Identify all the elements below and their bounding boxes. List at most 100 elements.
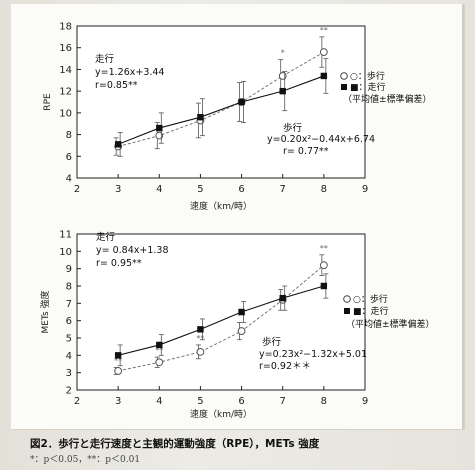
rpe-run-point bbox=[238, 98, 245, 106]
mets-walk-point bbox=[114, 367, 123, 375]
mets-y-axis-title: METs 強度 bbox=[39, 290, 51, 333]
rpe-run-line bbox=[117, 75, 325, 145]
rpe-walk-point bbox=[319, 48, 328, 56]
mets-run-point bbox=[320, 282, 328, 290]
mets-run-ann-r: r= 0.95** bbox=[96, 258, 142, 269]
mets-walk-point bbox=[237, 327, 246, 335]
rpe-x-tick-label: 6 bbox=[238, 184, 244, 195]
mets-walk-ann-equation: y=0.23x²−1.32x+5.01 bbox=[259, 349, 367, 360]
rpe-legend-note: （平均値±標準偏差） bbox=[343, 93, 432, 105]
rpe-x-tick-label: 9 bbox=[362, 184, 368, 195]
rpe-y-axis-title: RPE bbox=[43, 93, 53, 111]
mets-legend-walk-marker bbox=[343, 295, 351, 303]
rpe-run-point bbox=[197, 114, 204, 121]
rpe-run-ann-label: 走行 bbox=[95, 53, 115, 65]
mets-significance-mark: ** bbox=[155, 346, 163, 355]
rpe-legend: ○：歩行 ■：走行 （平均値±標準偏差） bbox=[340, 70, 432, 105]
mets-run-point bbox=[238, 308, 245, 316]
rpe-y-tick-label: 10 bbox=[59, 108, 72, 119]
mets-y-tick-label: 4 bbox=[66, 351, 72, 362]
mets-y-tick-label: 2 bbox=[66, 386, 72, 397]
rpe-x-axis-title: 速度（km/時） bbox=[190, 200, 252, 212]
mets-significance-mark: ** bbox=[238, 311, 246, 320]
rpe-y-tick-label: 4 bbox=[66, 174, 72, 185]
mets-x-tick-label: 9 bbox=[362, 396, 368, 407]
rpe-walk-ann-r: r= 0.77** bbox=[283, 146, 329, 157]
rpe-y-tick-label: 12 bbox=[59, 87, 72, 98]
mets-x-tick-label: 8 bbox=[321, 396, 327, 407]
rpe-run-point bbox=[156, 124, 163, 132]
mets-y-tick-label: 9 bbox=[66, 264, 72, 275]
mets-x-axis-title: 速度（km/時） bbox=[190, 408, 252, 420]
mets-walk-point bbox=[155, 358, 164, 367]
rpe-run-ann-r: r=0.85** bbox=[95, 80, 138, 91]
mets-x-tick-label: 4 bbox=[156, 396, 162, 407]
mets-y-tick-label: 6 bbox=[66, 316, 72, 327]
mets-run-point bbox=[114, 352, 122, 359]
mets-legend-walk: ○：歩行 bbox=[353, 293, 388, 305]
rpe-run-ann-equation: y=1.26x+3.44 bbox=[95, 67, 164, 78]
mets-run-ann-label: 走行 bbox=[96, 231, 116, 243]
rpe-x-tick-label: 3 bbox=[115, 184, 121, 195]
rpe-significance-mark: * bbox=[281, 49, 285, 58]
rpe-series: *** bbox=[113, 26, 329, 157]
rpe-legend-run: ■：走行 bbox=[350, 81, 386, 93]
mets-y-tick-label: 7 bbox=[66, 299, 72, 310]
mets-x-tick-label: 5 bbox=[197, 396, 203, 407]
mets-x-tick-label: 3 bbox=[115, 396, 121, 407]
mets-y-tick-label: 3 bbox=[66, 368, 72, 379]
rpe-y-tick-label: 8 bbox=[66, 130, 72, 141]
mets-ticks: 2 3 4 5 6 7 8 9 2 3 4 5 6 7 8 9 10 11 bbox=[59, 230, 368, 408]
rpe-walk-line bbox=[118, 51, 325, 147]
mets-y-tick-label: 10 bbox=[59, 247, 72, 258]
mets-run-point bbox=[197, 326, 204, 333]
rpe-x-tick-label: 5 bbox=[197, 184, 203, 195]
rpe-run-point bbox=[320, 72, 328, 80]
mets-plot-frame bbox=[76, 233, 366, 391]
significance-footnote: *：p＜0.05，**：p＜0.01 bbox=[30, 455, 141, 465]
mets-walk-line bbox=[118, 264, 325, 372]
rpe-ticks: 2 3 4 5 6 7 8 9 4 6 8 10 12 14 16 18 bbox=[59, 22, 368, 196]
rpe-legend-walk: ○：歩行 bbox=[350, 70, 385, 82]
rpe-y-tick-label: 14 bbox=[59, 65, 72, 76]
rpe-significance-mark: ** bbox=[320, 26, 328, 35]
rpe-y-tick-label: 16 bbox=[59, 43, 72, 54]
rpe-y-tick-label: 6 bbox=[66, 152, 72, 163]
rpe-walk-ann-label: 歩行 bbox=[283, 122, 303, 134]
rpe-x-tick-label: 7 bbox=[280, 184, 286, 195]
mets-walk-ann-r: r=0.92＊＊ bbox=[259, 361, 311, 372]
rpe-legend-walk-marker bbox=[340, 72, 348, 80]
mets-significance-mark: ** bbox=[196, 334, 204, 343]
mets-significance-mark: ** bbox=[320, 244, 328, 253]
mets-run-point bbox=[156, 341, 163, 349]
rpe-legend-run-marker bbox=[341, 84, 347, 90]
mets-legend-run: ■：走行 bbox=[353, 305, 389, 317]
mets-x-tick-label: 7 bbox=[280, 396, 286, 407]
rpe-run-point bbox=[279, 87, 286, 95]
figure-caption: 図2．歩行と走行速度と主観的運動強度（RPE），METs 強度 bbox=[30, 438, 320, 450]
mets-walk-ann-label: 歩行 bbox=[262, 336, 282, 348]
mets-walk-point bbox=[196, 347, 205, 356]
mets-run-point bbox=[279, 294, 286, 302]
mets-chart: 2 3 4 5 6 7 8 9 2 3 4 5 6 7 8 9 10 11 ** ** ** ** ** 速度（km/時）… bbox=[39, 230, 435, 421]
rpe-y-tick-label: 18 bbox=[59, 22, 72, 33]
rpe-x-tick-label: 4 bbox=[156, 184, 162, 195]
mets-y-tick-label: 5 bbox=[66, 334, 72, 345]
rpe-x-tick-label: 2 bbox=[74, 184, 80, 195]
mets-legend: ○：歩行 ■：走行 （平均値±標準偏差） bbox=[343, 293, 435, 330]
mets-run-line bbox=[118, 285, 325, 356]
rpe-walk-ann-equation: y=0.20x²−0.44x+6.74 bbox=[267, 134, 375, 145]
mets-x-tick-label: 2 bbox=[74, 396, 80, 407]
rpe-plot-frame bbox=[76, 25, 366, 179]
mets-significance-mark: ** bbox=[114, 356, 122, 365]
mets-series: ** ** ** ** ** bbox=[113, 244, 329, 375]
rpe-run-point bbox=[114, 141, 122, 148]
mets-y-tick-label: 8 bbox=[66, 282, 72, 293]
mets-legend-run-marker bbox=[344, 308, 350, 314]
mets-x-tick-label: 6 bbox=[238, 396, 244, 407]
mets-legend-note: （平均値±標準偏差） bbox=[346, 318, 435, 330]
mets-walk-point bbox=[319, 261, 328, 270]
mets-y-tick-label: 11 bbox=[59, 230, 72, 241]
